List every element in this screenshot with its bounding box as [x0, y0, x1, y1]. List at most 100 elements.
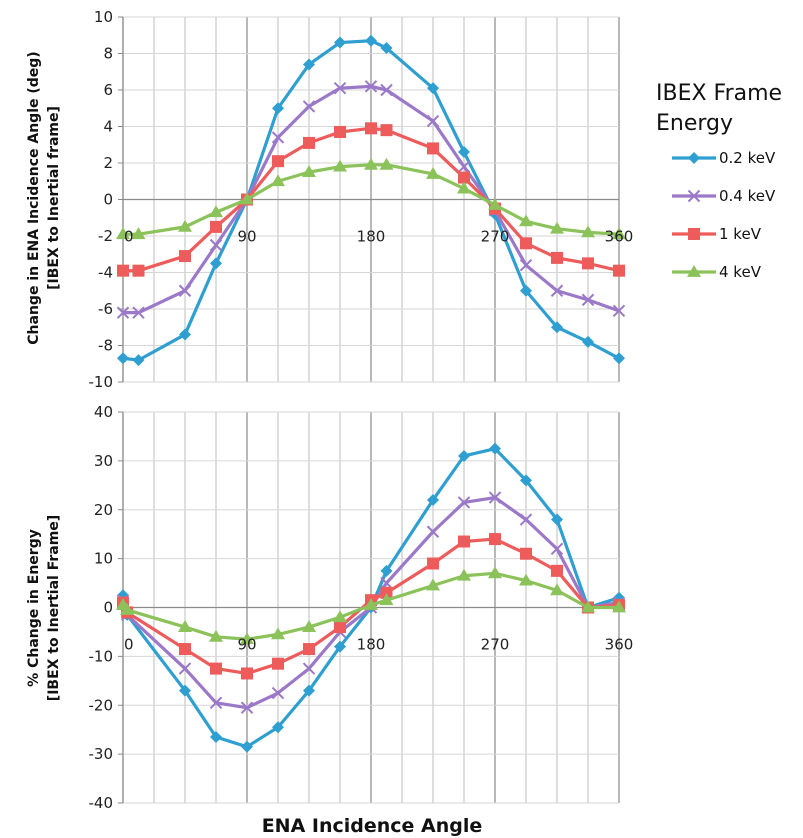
legend: IBEX Frame Energy 0.2 keV 0.4 keV 1 keV 4 k… [656, 81, 782, 281]
bottom-data-point [520, 474, 532, 487]
bottom-data-point [272, 657, 284, 670]
top-xtick-label: 180 [357, 228, 386, 246]
bottom-y-axis-label-line1: % Change in Energy [26, 529, 42, 687]
bottom-data-point [209, 696, 223, 710]
bottom-data-point [241, 667, 253, 680]
top-data-point [520, 237, 532, 250]
top-ytick-label: -6 [98, 300, 113, 318]
x-axis-label: ENA Incidence Angle [262, 815, 483, 837]
legend-marker-2 [688, 228, 700, 240]
top-data-point [613, 352, 625, 365]
top-data-point [116, 306, 130, 319]
bottom-data-point [427, 493, 439, 506]
top-data-point [380, 42, 393, 55]
bottom-data-point [489, 533, 501, 546]
top-ytick-label: 8 [103, 45, 113, 63]
bottom-ytick-label: -10 [89, 647, 114, 665]
bottom-ytick-label: 40 [94, 403, 113, 421]
top-data-point [488, 197, 502, 210]
bottom-data-point [380, 576, 393, 590]
legend-label-3: 4 keV [719, 263, 762, 281]
bottom-data-point [178, 662, 192, 675]
bottom-data-point [241, 740, 253, 753]
top-data-point [209, 238, 223, 252]
top-data-point [581, 225, 595, 238]
bottom-data-point [178, 620, 192, 632]
legend-marker-3 [687, 265, 701, 277]
top-ytick-label: 0 [103, 191, 113, 209]
bottom-data-point [271, 627, 285, 640]
bottom-data-point [380, 586, 393, 599]
bottom-data-point [240, 632, 254, 645]
top-data-point [379, 157, 394, 170]
legend-marker-0 [688, 152, 700, 164]
top-data-point [210, 257, 222, 270]
top-data-point [116, 227, 130, 240]
top-data-point [132, 264, 145, 277]
top-data-point [302, 100, 316, 113]
top-data-point [426, 166, 440, 179]
top-data-point [364, 157, 378, 170]
bottom-data-point [426, 578, 440, 591]
top-data-point [179, 328, 191, 341]
bottom-ytick-label: 20 [94, 501, 113, 519]
legend-title-line1: IBEX Frame [656, 81, 782, 106]
bottom-ytick-label: 30 [94, 452, 113, 470]
top-data-point [117, 264, 129, 277]
top-data-point [333, 81, 347, 95]
top-data-point [457, 181, 471, 194]
bottom-data-point [333, 610, 347, 623]
bottom-ytick-label: -30 [89, 745, 114, 763]
top-data-point [551, 321, 563, 334]
top-data-point [365, 122, 377, 135]
top-data-point [519, 214, 533, 227]
bottom-data-point [458, 535, 470, 548]
top-data-point [380, 124, 393, 137]
bottom-data-point [271, 686, 285, 700]
top-data-point [582, 257, 594, 270]
bottom-panel-energy-change: -40 -30 -20 -10 0 10 20 30 40 0 90 180 270 360 [89, 403, 634, 812]
bottom-data-point [209, 629, 223, 642]
top-ytick-label: 4 [103, 118, 113, 136]
top-data-point [179, 250, 191, 263]
bottom-xtick-label: 90 [237, 636, 256, 654]
bottom-data-point [240, 701, 254, 714]
top-data-point [210, 220, 222, 233]
top-data-point [178, 219, 192, 232]
bottom-data-point [380, 564, 393, 577]
top-data-point [581, 293, 595, 307]
bottom-data-point [179, 643, 191, 656]
top-data-point [271, 174, 285, 187]
top-ytick-label: -2 [98, 227, 113, 245]
top-data-point [132, 306, 145, 319]
top-data-point [303, 136, 315, 149]
bottom-data-point [120, 602, 135, 615]
top-panel-incidence-angle: -10 -8 -6 -4 -2 0 2 4 6 8 10 0 90 180 270 360 [89, 8, 634, 391]
bottom-data-point [379, 593, 394, 606]
top-data-point [458, 146, 470, 159]
top-data-point [612, 227, 626, 240]
bottom-data-point [303, 643, 315, 656]
bottom-data-point [334, 621, 346, 634]
top-data-point [272, 155, 284, 168]
bottom-data-point [210, 731, 222, 744]
top-data-point [613, 264, 625, 277]
top-data-point [178, 284, 192, 297]
bottom-xtick-label: 180 [357, 636, 386, 654]
top-data-point [427, 142, 439, 155]
top-ytick-label: 2 [103, 154, 113, 172]
top-data-point [271, 131, 285, 144]
bottom-data-point [550, 583, 564, 596]
top-data-point [457, 160, 471, 173]
legend-marker-1 [687, 189, 701, 203]
bottom-data-point [458, 449, 470, 462]
legend-label-1: 0.4 keV [719, 187, 776, 205]
top-data-point [364, 80, 378, 93]
top-data-point [380, 83, 393, 97]
bottom-ytick-label: 10 [94, 550, 113, 568]
bottom-data-point [551, 513, 563, 526]
bottom-data-point [488, 491, 502, 504]
top-xtick-label: 270 [481, 228, 510, 246]
top-data-point [117, 352, 129, 365]
bottom-data-point [426, 525, 440, 538]
